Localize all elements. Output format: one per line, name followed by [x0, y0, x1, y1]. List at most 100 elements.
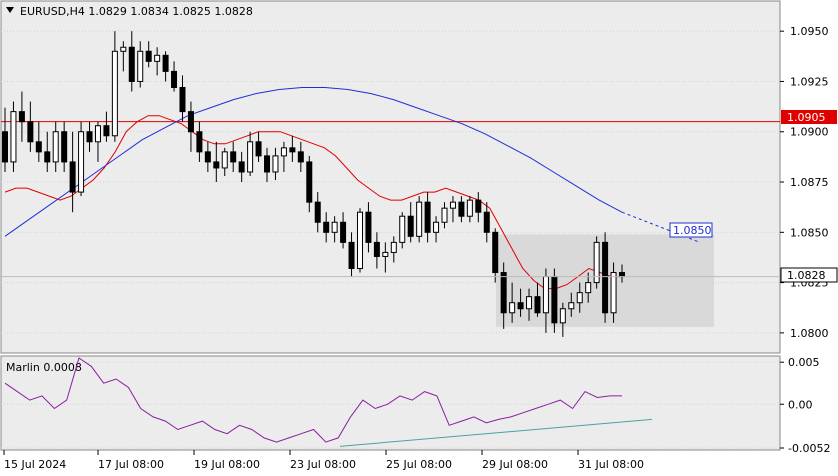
candle-body [407, 215, 414, 237]
candle-body [492, 231, 499, 274]
candle-body [171, 70, 178, 88]
candle-body [10, 111, 17, 163]
price-axis: 1.09501.09251.09001.08751.08501.08251.08… [780, 25, 829, 340]
candle-body [264, 155, 271, 173]
candle-body [331, 221, 338, 233]
candle-body [128, 46, 135, 82]
candle-body [306, 161, 313, 203]
candle-body [373, 241, 380, 257]
candle-body [314, 201, 321, 223]
time-label: 31 Jul 08:00 [578, 458, 644, 471]
candle-body [280, 147, 287, 157]
candle-body [340, 221, 347, 243]
candle-body [120, 46, 127, 52]
candle-body [466, 199, 473, 217]
candle-body [137, 50, 144, 82]
candle-body [187, 111, 194, 133]
indicator-trendline [339, 418, 653, 447]
candle-body [238, 161, 245, 173]
candle-body [255, 141, 262, 157]
candlesticks [2, 31, 625, 337]
blue-ma-projection [621, 211, 701, 243]
candle-body [568, 302, 575, 310]
time-label: 29 Jul 08:00 [482, 458, 548, 471]
price-tick-label: 1.0900 [790, 126, 829, 139]
candle-body [230, 151, 237, 163]
candle-body [390, 241, 397, 253]
time-label: 25 Jul 08:00 [386, 458, 452, 471]
candle-body [475, 199, 482, 213]
current-price-tag [780, 267, 838, 283]
candle-body [289, 147, 296, 153]
symbol-info: EURUSD,H4 1.0829 1.0834 1.0825 1.0828 [20, 5, 253, 18]
candle-body [382, 251, 389, 257]
candle-body [576, 292, 583, 304]
candle-body [602, 241, 609, 314]
blue-moving-average [4, 87, 623, 237]
candle-body [526, 296, 533, 310]
candle-body [433, 221, 440, 233]
candle-body [297, 151, 304, 163]
candle-body [399, 215, 406, 243]
candle-body [213, 161, 220, 169]
indicator-label: Marlin 0.0008 [6, 361, 82, 374]
candle-body [103, 125, 110, 137]
indicator-axis: 0.005 0.00 -0.0052 [780, 356, 830, 455]
candle-body [272, 155, 279, 173]
candle-body [542, 276, 549, 314]
candle-body [585, 282, 592, 294]
candle-body [154, 54, 161, 62]
candle-body [61, 131, 68, 163]
candle-body [593, 241, 600, 284]
candle-body [483, 211, 490, 233]
time-label: 15 Jul 2024 [4, 458, 66, 471]
price-tick-label: 1.0800 [790, 327, 829, 340]
candle-body [348, 241, 355, 270]
candle-body [559, 308, 566, 324]
candle-body [27, 121, 34, 143]
red-moving-average [4, 115, 622, 290]
price-tick-label: 1.0875 [790, 176, 829, 189]
price-tick-label: 1.0950 [790, 25, 829, 38]
candle-body [2, 131, 8, 163]
candle-body [356, 211, 363, 270]
triangle-down-icon[interactable] [6, 7, 14, 13]
candle-body [458, 201, 465, 217]
candle-body [35, 141, 42, 153]
candle-body [509, 302, 516, 314]
candle-body [69, 161, 76, 193]
candle-body [365, 211, 372, 243]
candle-body [162, 54, 169, 72]
candle-body [424, 201, 431, 233]
candle-body [449, 201, 456, 209]
candle-body [247, 141, 254, 173]
candle-body [610, 272, 617, 314]
candle-body [145, 50, 152, 62]
resistance-price-tag [781, 110, 837, 124]
indicator-panel[interactable] [0, 355, 781, 451]
candle-body [500, 272, 507, 314]
candle-body [204, 151, 211, 163]
price-tick-label: 1.0850 [790, 226, 829, 239]
candle-body [534, 296, 541, 314]
candle-body [221, 151, 228, 169]
candle-body [441, 207, 448, 223]
price-tick-label: 1.0925 [790, 75, 829, 88]
indicator-grid [1, 361, 780, 449]
time-label: 23 Jul 08:00 [290, 458, 356, 471]
indicator-tick-label: 0.00 [788, 398, 813, 411]
time-label: 17 Jul 08:00 [98, 458, 164, 471]
candle-body [416, 201, 423, 237]
indicator-line [4, 357, 622, 443]
candle-body [179, 86, 186, 113]
candle-body [619, 272, 625, 278]
resistance-price-label: 1.0905 [787, 111, 826, 124]
candle-body [44, 151, 51, 163]
target-label: 1.0850 [673, 224, 712, 237]
time-label: 19 Jul 08:00 [194, 458, 260, 471]
candle-body [18, 111, 25, 123]
current-price-label: 1.0828 [787, 269, 826, 282]
indicator-tick-label: -0.0052 [788, 442, 830, 455]
candle-body [517, 302, 524, 310]
